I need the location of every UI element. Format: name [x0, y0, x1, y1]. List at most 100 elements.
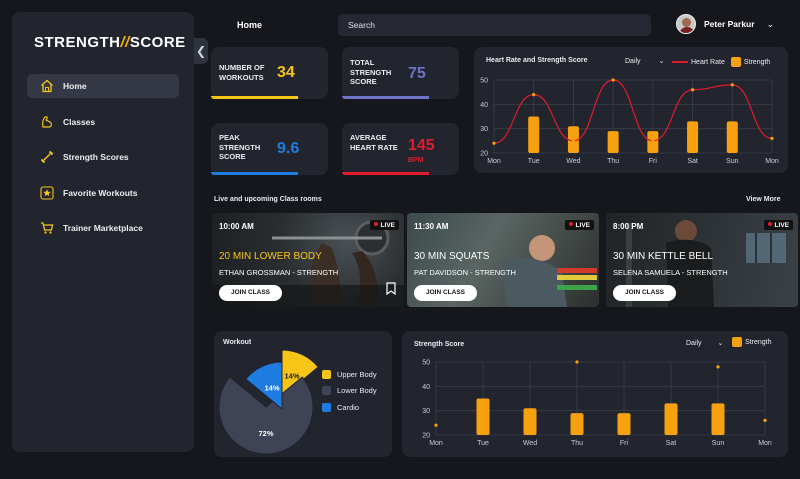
sidebar-item-strength-scores[interactable]: Strength Scores — [27, 145, 179, 169]
live-badge: LIVE — [564, 220, 594, 230]
muscle-icon — [39, 114, 55, 130]
y-tick-label: 20 — [480, 151, 488, 158]
class-card[interactable]: 10:00 AM LIVE 20 MIN LOWER BODY ETHAN GR… — [212, 213, 404, 307]
strength-score-chart: 20 30 40 50 Mon Tue Wed Thu Fri Sat Sun Mon — [422, 360, 772, 448]
chevron-down-icon: ⌄ — [658, 58, 665, 65]
class-time: 11:30 AM — [414, 222, 449, 231]
class-card[interactable]: 11:30 AM LIVE 30 MIN SQUATS PAT DAVIDSON… — [407, 213, 599, 307]
sidebar-item-label: Home — [63, 81, 87, 91]
x-tick-label: Tue — [528, 158, 540, 165]
data-point — [575, 360, 579, 364]
x-tick-label: Mon — [758, 440, 772, 447]
x-tick-label: Fri — [649, 158, 658, 165]
y-tick-label: 50 — [422, 360, 430, 367]
bar — [617, 413, 631, 435]
heart-rate-point — [492, 141, 496, 145]
join-class-button[interactable]: JOIN CLASS — [219, 285, 282, 301]
bar — [570, 413, 584, 435]
view-more-link[interactable]: View More — [746, 196, 781, 203]
class-photo — [502, 235, 597, 307]
sidebar-item-label: Trainer Marketplace — [63, 223, 143, 233]
data-point — [434, 423, 438, 427]
class-coach: PAT DAVIDSON - STRENGTH — [414, 268, 516, 277]
bar — [711, 403, 725, 435]
avatar[interactable] — [676, 14, 696, 34]
bar — [476, 398, 490, 435]
class-title: 30 MIN KETTLE BELL — [613, 251, 714, 262]
dumbbell-icon — [39, 149, 55, 165]
y-tick-label: 40 — [480, 102, 488, 109]
class-photo — [626, 220, 786, 307]
heart-rate-point — [730, 83, 734, 87]
class-coach: ETHAN GROSSMAN - STRENGTH — [219, 268, 339, 277]
stat-bar — [211, 172, 298, 175]
join-class-button[interactable]: JOIN CLASS — [613, 285, 676, 301]
x-tick-label: Thu — [607, 158, 619, 165]
period-value: Daily — [625, 58, 641, 65]
period-select[interactable]: Daily ⌄ — [625, 57, 664, 65]
chevron-down-icon[interactable]: ⌄ — [766, 18, 775, 29]
bookmark-icon[interactable] — [386, 282, 396, 300]
chart-title: Strength Score — [414, 341, 465, 348]
strength-score-card: Strength Score Daily ⌄ Strength — [402, 331, 788, 457]
stat-label: Average Heart Rate — [350, 133, 398, 152]
class-time: 10:00 AM — [219, 222, 254, 231]
stat-value: 145 — [408, 137, 435, 154]
class-card[interactable]: 8:00 PM LIVE 30 MIN KETTLE BELL SELENA S… — [606, 213, 798, 307]
data-point — [763, 418, 767, 422]
cart-icon — [39, 220, 55, 236]
period-value: Daily — [686, 340, 702, 347]
class-coach: SELENA SAMUELA - STRENGTH — [613, 268, 728, 277]
chevron-left-icon: ❮ — [195, 44, 207, 58]
chart-legend: Heart Rate Strength — [672, 57, 770, 67]
stat-label: Number of Workouts — [219, 63, 265, 82]
workout-pie-chart: 14% 72% 14% — [218, 349, 319, 455]
y-tick-label: 40 — [422, 384, 430, 391]
legend-swatch — [322, 369, 331, 379]
search-input[interactable]: Search — [338, 14, 651, 36]
legend-label: Lower Body — [337, 386, 377, 396]
legend-bar-swatch — [732, 337, 742, 347]
stat-unit: BPM — [408, 157, 424, 164]
x-tick-label: Sat — [666, 440, 677, 447]
period-select[interactable]: Daily ⌄ — [686, 339, 723, 347]
heart-rate-point — [770, 136, 774, 140]
sidebar-item-classes[interactable]: Classes — [27, 110, 179, 134]
bar — [664, 403, 678, 435]
stat-label: Total Strength Score — [350, 58, 392, 86]
legend-line-swatch — [672, 61, 688, 63]
sidebar-item-favorite-workouts[interactable]: Favorite Workouts — [27, 181, 179, 205]
pie-slice — [245, 361, 283, 411]
y-tick-label: 50 — [480, 78, 488, 85]
class-time: 8:00 PM — [613, 222, 644, 231]
sidebar-item-home[interactable]: Home — [27, 74, 179, 98]
legend-label: Strength — [745, 338, 772, 346]
user-menu[interactable]: Peter Parkur ⌄ — [676, 14, 774, 34]
app-logo[interactable]: STRENGTH//SCORE — [34, 34, 186, 51]
y-tick-label: 30 — [480, 126, 488, 133]
collapse-sidebar-button[interactable]: ❮ — [194, 38, 208, 64]
home-icon — [39, 78, 55, 94]
legend-bar-swatch — [730, 57, 741, 67]
stat-value: 9.6 — [277, 140, 300, 157]
stat-card-peak-strength: Peak Strength Score 9.6 — [211, 123, 328, 175]
section-title: Live and upcoming Class rooms — [214, 196, 322, 203]
legend-label: Strength — [743, 58, 771, 66]
sidebar: STRENGTH//SCORE ❮ Home Classes Strength … — [12, 12, 208, 452]
stat-bar — [342, 96, 429, 99]
legend-label: Heart Rate — [691, 58, 725, 66]
legend-swatch — [322, 402, 331, 412]
bar — [528, 116, 540, 153]
x-tick-label: Sun — [726, 158, 739, 165]
sidebar-item-trainer-marketplace[interactable]: Trainer Marketplace — [27, 216, 179, 240]
stat-value: 75 — [408, 65, 426, 82]
live-badge: LIVE — [369, 220, 399, 230]
heart-rate-point — [611, 78, 615, 82]
chart-title: Workout — [223, 339, 252, 346]
sidebar-item-label: Classes — [63, 116, 96, 127]
pie-label: 72% — [258, 429, 273, 438]
join-class-button[interactable]: JOIN CLASS — [414, 285, 477, 301]
live-badge: LIVE — [763, 220, 793, 230]
legend-item: Upper Body — [322, 366, 377, 383]
sidebar-item-label: Strength Scores — [63, 152, 129, 162]
